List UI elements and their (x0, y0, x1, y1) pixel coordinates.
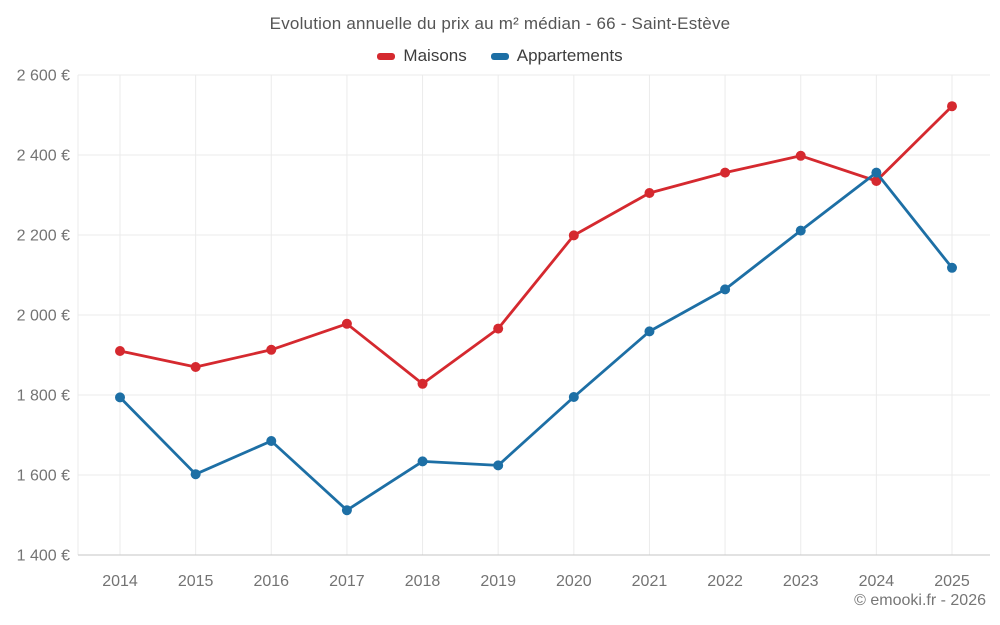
data-point-maisons-2018[interactable] (417, 378, 428, 389)
y-axis-tick-label: 2 000 € (17, 308, 70, 325)
x-axis-tick-label: 2017 (329, 573, 365, 590)
data-point-maisons-2014[interactable] (115, 346, 125, 356)
series-line-maisons (118, 104, 954, 386)
appartements-swatch-icon (490, 52, 509, 60)
y-axis-tick-label: 2 200 € (17, 228, 70, 245)
data-point-appartements-2016[interactable] (266, 436, 277, 446)
y-axis-tick-label: 1 600 € (17, 468, 70, 485)
x-axis-tick-label: 2021 (632, 573, 668, 590)
data-point-appartements-2025[interactable] (947, 262, 957, 273)
data-point-maisons-2022[interactable] (720, 167, 731, 178)
legend-label-appartements: Appartements (516, 46, 623, 65)
data-point-appartements-2020[interactable] (568, 392, 579, 402)
data-point-appartements-2021[interactable] (644, 326, 655, 337)
data-point-maisons-2020[interactable] (568, 230, 579, 241)
x-axis-tick-label: 2022 (707, 573, 743, 590)
data-point-appartements-2024[interactable] (871, 167, 882, 178)
legend-label-maisons: Maisons (403, 46, 467, 65)
data-point-maisons-2019[interactable] (493, 323, 504, 334)
copyright-text: © emooki.fr - 2026 (854, 592, 986, 609)
data-point-appartements-2019[interactable] (493, 460, 504, 471)
chart-legend: Maisons Appartements (0, 46, 1000, 66)
x-axis-tick-label: 2025 (934, 573, 970, 590)
data-point-maisons-2021[interactable] (644, 188, 655, 198)
data-point-appartements-2015[interactable] (190, 469, 201, 480)
x-axis-tick-label: 2024 (859, 573, 895, 590)
y-axis-tick-label: 2 600 € (17, 68, 70, 85)
x-axis-tick-label: 2016 (253, 573, 289, 590)
series-line-appartements (118, 171, 954, 512)
maisons-swatch-icon (377, 52, 396, 60)
data-point-appartements-2023[interactable] (795, 225, 806, 236)
legend-item-maisons[interactable]: Maisons (377, 46, 467, 66)
data-point-appartements-2014[interactable] (115, 392, 125, 403)
data-point-maisons-2024[interactable] (871, 176, 882, 186)
data-point-maisons-2023[interactable] (795, 150, 806, 161)
x-axis-tick-label: 2014 (102, 573, 138, 590)
data-point-maisons-2025[interactable] (947, 101, 957, 112)
y-axis-tick-label: 2 400 € (17, 148, 70, 165)
y-axis-tick-label: 1 400 € (17, 548, 70, 565)
x-axis-tick-label: 2019 (480, 573, 516, 590)
chart-title: Evolution annuelle du prix au m² médian … (269, 14, 731, 33)
x-axis-tick-label: 2015 (178, 573, 214, 590)
data-point-appartements-2018[interactable] (417, 456, 428, 467)
data-point-maisons-2017[interactable] (341, 318, 352, 329)
data-point-appartements-2022[interactable] (720, 284, 731, 295)
legend-item-appartements[interactable]: Appartements (490, 46, 623, 66)
data-point-maisons-2016[interactable] (266, 344, 277, 355)
x-axis-tick-label: 2020 (556, 573, 592, 590)
x-axis-tick-label: 2023 (783, 573, 819, 590)
data-point-maisons-2015[interactable] (190, 362, 201, 372)
x-axis-tick-label: 2018 (405, 573, 441, 590)
data-point-appartements-2017[interactable] (341, 505, 352, 516)
y-axis-tick-label: 1 800 € (17, 388, 70, 405)
